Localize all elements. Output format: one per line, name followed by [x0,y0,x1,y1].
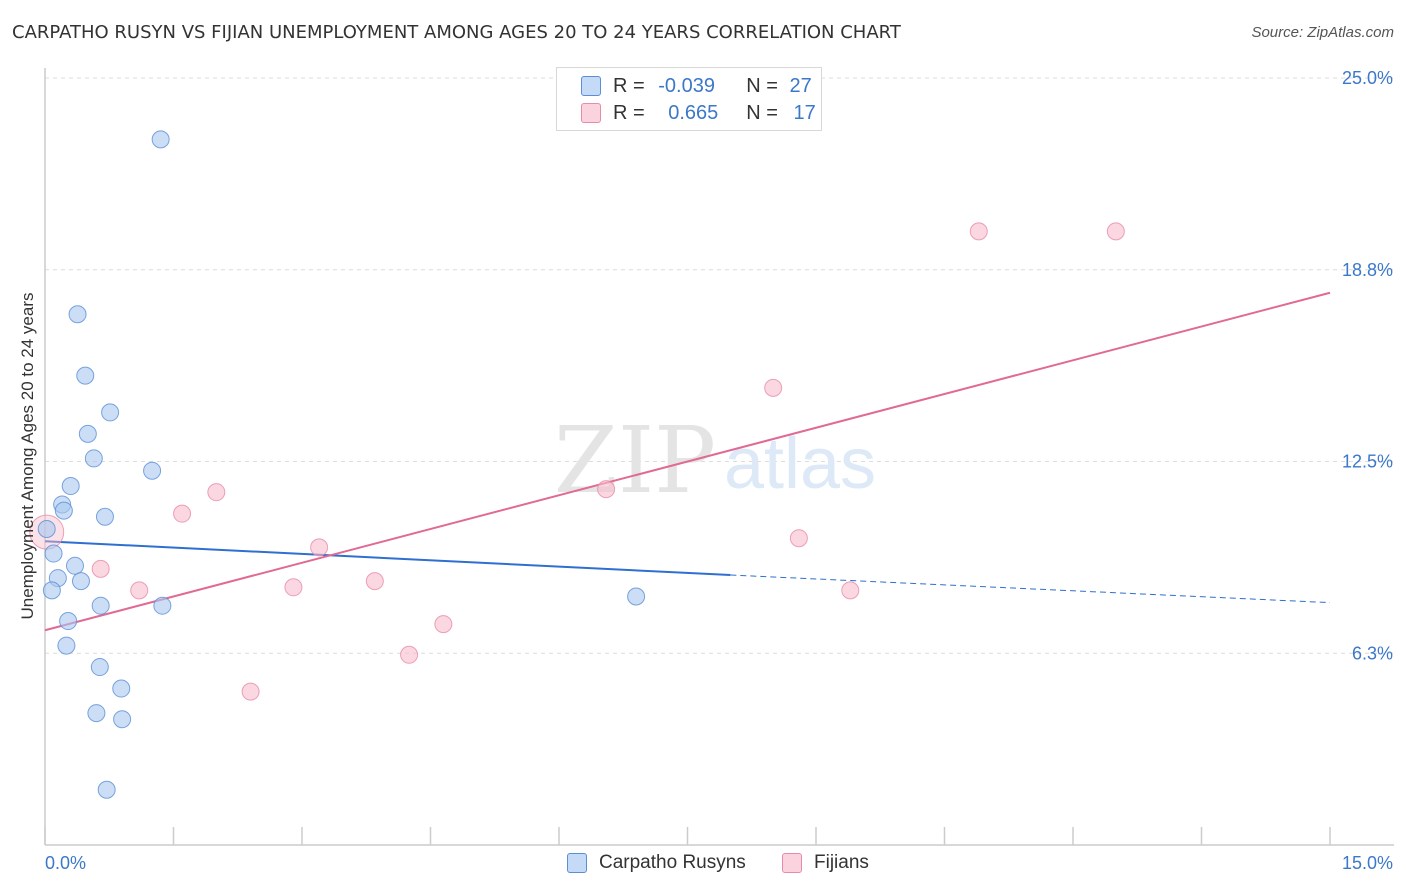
point-fijian [400,645,419,664]
point-fijian [1106,222,1125,241]
grid [45,77,1394,654]
point-carpatho [78,424,97,443]
point-carpatho [59,612,78,631]
point-fijian [789,529,808,548]
watermark: ZIP atlas [554,407,876,514]
legend-swatch-fijian [581,103,601,123]
series-label-fijian: Fijians [814,852,869,873]
point-carpatho [101,403,120,422]
legend-n-value: 27 [789,74,812,97]
watermark-atlas: atlas [724,424,876,504]
point-fijian [91,559,110,578]
point-carpatho [91,596,110,615]
series-legend-fijian: Fijians [782,852,869,874]
point-fijian [969,222,988,241]
trendline-fijian [44,291,1331,632]
point-fijian [310,538,329,557]
point-carpatho [68,305,87,324]
point-carpatho [71,572,90,591]
point-carpatho [627,587,646,606]
trendline-carpatho-extension [730,574,1331,604]
legend-n-label: N = [746,74,784,97]
legend-r-label: R = [613,101,651,124]
point-fijian [764,378,783,397]
series-swatch-carpatho [567,853,587,873]
axes: 6.3% 12.5% 18.8% 25.0% 0.0% 15.0% [44,68,1394,873]
trend-lines [44,291,1331,632]
point-carpatho [84,449,103,468]
point-fijian [130,581,149,600]
x-tick-label: 0.0% [45,853,86,873]
series-legend: Carpatho Rusyns Fijians [0,852,1406,878]
point-carpatho [42,581,61,600]
source-label: Source: ZipAtlas.com [1251,24,1394,41]
legend-n-label: N = [746,101,784,124]
point-fijian [284,578,303,597]
point-carpatho [143,461,162,480]
point-fijian [434,615,453,634]
legend-n-value: 17 [793,101,816,124]
y-tick-label: 18.8% [1342,260,1393,280]
point-fijian [241,682,260,701]
point-carpatho [37,519,56,538]
point-carpatho [61,477,80,496]
point-carpatho [153,596,172,615]
point-carpatho [90,658,109,677]
point-carpatho [87,704,106,723]
y-axis-label: Unemployment Among Ages 20 to 24 years [18,292,37,620]
point-fijian [841,581,860,600]
series-swatch-fijian [782,853,802,873]
y-tick-label: 6.3% [1352,643,1393,663]
legend-r-value: 0.665 [668,101,719,124]
data-points [29,130,1125,799]
legend-row-carpatho: R = -0.039 N = 27 [581,73,812,99]
chart-title: CARPATHO RUSYN VS FIJIAN UNEMPLOYMENT AM… [12,22,901,43]
point-carpatho [113,710,132,729]
point-carpatho [44,544,63,563]
point-carpatho [57,636,76,655]
point-fijian [207,483,226,502]
point-carpatho [151,130,170,149]
correlation-legend: R = -0.039 N = 27 R = 0.665 N = 17 [556,67,822,131]
point-carpatho [112,679,131,698]
point-fijian [173,504,192,523]
legend-row-fijian: R = 0.665 N = 17 [581,100,816,126]
point-carpatho [76,366,95,385]
series-legend-carpatho: Carpatho Rusyns [567,852,746,874]
point-carpatho [95,507,114,526]
point-fijian [597,480,616,499]
legend-swatch-carpatho [581,76,601,96]
y-tick-label: 12.5% [1342,452,1393,472]
point-fijian [365,572,384,591]
point-carpatho [65,556,84,575]
point-carpatho [97,780,116,799]
legend-r-label: R = [613,74,651,97]
point-carpatho [54,501,73,520]
y-tick-label: 25.0% [1342,68,1393,88]
series-label-carpatho: Carpatho Rusyns [599,852,746,873]
x-tick-label: 15.0% [1342,853,1393,873]
trendline-carpatho [44,540,731,577]
legend-r-value: -0.039 [658,74,715,97]
